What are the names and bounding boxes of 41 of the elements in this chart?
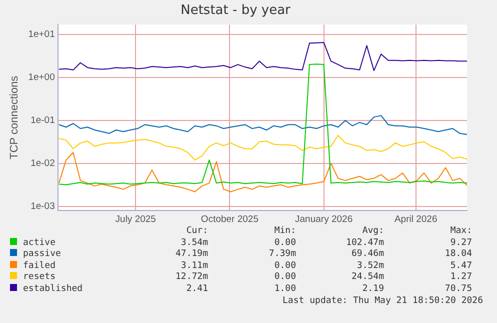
- text: 0.00: [273, 260, 296, 272]
- text: 12.72m: [174, 272, 208, 284]
- text: Min:: [273, 226, 296, 238]
- text: 47.19m: [174, 249, 208, 260]
- x-tick-label: July 2025: [115, 214, 156, 225]
- text: 69.46m: [350, 249, 384, 260]
- y-axis-title: TCP connections: [8, 75, 21, 160]
- y-tick-label: 1e-02: [30, 158, 55, 170]
- text: 24.54m: [350, 272, 384, 284]
- text: 3.54m: [180, 238, 208, 249]
- legend-label: failed: [22, 260, 57, 272]
- text: 7.39m: [268, 249, 296, 260]
- y-tick-label: 1e+01: [28, 29, 55, 40]
- text: 5.47: [449, 260, 472, 272]
- y-tick-label: 1e-01: [30, 115, 55, 126]
- text: 0.00: [273, 272, 296, 284]
- legend-label: passive: [22, 249, 62, 260]
- text: Cur:: [185, 226, 208, 238]
- text: 1.27: [449, 272, 472, 284]
- text: 2.19: [361, 284, 384, 295]
- x-tick-label: January 2026: [295, 214, 353, 225]
- text: Avg:: [361, 226, 384, 238]
- chart-title: Netstat - by year: [180, 3, 292, 18]
- legend-label: active: [22, 238, 57, 249]
- text: Last update: Thu May 21 18:50:20 2026: [282, 296, 483, 306]
- x-tick-label: April 2026: [394, 214, 438, 225]
- text: 70.75: [444, 284, 472, 295]
- legend-label: established: [22, 284, 84, 295]
- text: 9.27: [449, 238, 472, 249]
- text: 18.04: [444, 249, 472, 260]
- y-tick-label: 1e+00: [28, 72, 55, 84]
- text: 3.52m: [356, 260, 384, 272]
- y-tick-label: 1e-03: [30, 201, 55, 212]
- legend-label: resets: [22, 272, 57, 284]
- x-tick-label: October 2025: [200, 214, 258, 225]
- text: 3.11m: [180, 260, 208, 272]
- text: 102.47m: [345, 238, 384, 249]
- text: 2.41: [185, 284, 208, 295]
- text: Max:: [449, 226, 472, 238]
- text: 0.00: [273, 238, 296, 249]
- text: 1.00: [273, 284, 296, 295]
